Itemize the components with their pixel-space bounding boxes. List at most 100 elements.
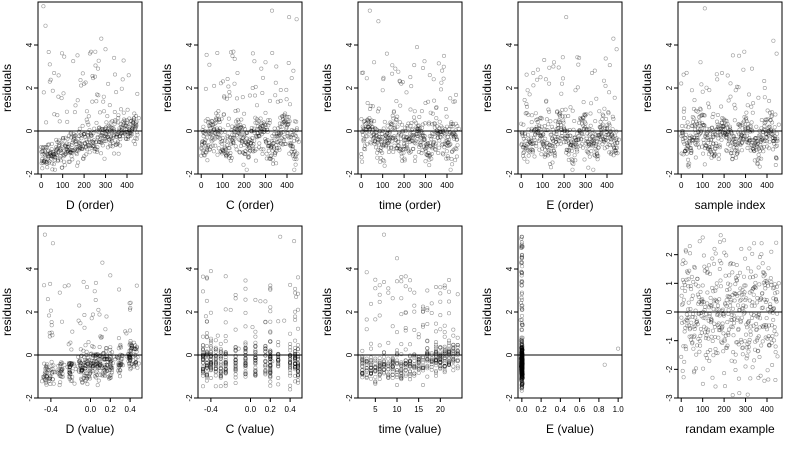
data-point	[556, 65, 561, 70]
data-point	[86, 143, 91, 148]
data-point	[64, 109, 69, 114]
data-point	[715, 303, 720, 308]
data-point	[289, 141, 294, 146]
data-point	[93, 280, 98, 285]
data-point	[442, 285, 447, 290]
data-point	[394, 99, 399, 104]
data-point	[97, 125, 102, 130]
data-point	[698, 107, 703, 112]
data-point	[295, 380, 300, 385]
data-point	[689, 297, 694, 302]
data-point	[130, 125, 135, 130]
data-point	[125, 124, 130, 129]
data-point	[399, 274, 404, 279]
data-point	[288, 373, 293, 378]
data-point	[118, 137, 123, 142]
data-point	[277, 121, 282, 126]
data-point	[703, 304, 708, 309]
data-point	[251, 149, 256, 154]
data-point	[133, 126, 138, 131]
data-point	[208, 375, 213, 380]
data-point	[100, 260, 105, 265]
data-point	[270, 359, 275, 364]
data-point	[376, 147, 381, 152]
data-point	[286, 131, 291, 136]
data-point	[572, 119, 577, 124]
data-point	[102, 109, 107, 114]
x-axis-label: E (value)	[546, 422, 594, 436]
data-point	[364, 129, 369, 134]
x-tick-label: 0.4	[125, 405, 137, 414]
data-point	[278, 141, 283, 146]
data-point	[366, 125, 371, 130]
data-point	[773, 350, 778, 355]
data-point	[218, 149, 223, 154]
data-point	[72, 381, 77, 386]
y-tick-label: -2	[25, 170, 34, 178]
data-point	[216, 109, 221, 114]
data-point	[294, 126, 299, 131]
data-point	[265, 138, 270, 143]
data-point	[269, 153, 274, 158]
data-point	[728, 303, 733, 308]
data-point	[44, 160, 49, 165]
data-point	[43, 156, 48, 161]
data-point	[136, 116, 141, 121]
data-point	[75, 53, 80, 58]
data-point	[241, 151, 246, 156]
data-point	[120, 125, 125, 130]
y-tick-label: 2	[345, 309, 354, 314]
data-point	[285, 134, 290, 139]
data-point	[369, 141, 374, 146]
data-point	[272, 132, 277, 137]
data-point	[773, 344, 778, 349]
data-point	[224, 96, 229, 101]
data-point	[88, 132, 93, 137]
data-point	[757, 282, 762, 287]
data-point	[276, 382, 281, 387]
data-point	[203, 118, 208, 123]
x-tick-label: 400	[280, 181, 294, 190]
y-tick-label: 2	[25, 309, 34, 314]
data-point	[363, 122, 368, 127]
data-point	[269, 144, 274, 149]
data-point	[134, 122, 139, 127]
data-point	[229, 50, 234, 55]
data-point	[41, 159, 46, 164]
data-point	[50, 152, 55, 157]
data-point	[128, 128, 133, 133]
data-point	[41, 159, 46, 164]
data-point	[437, 119, 442, 124]
data-point	[372, 60, 377, 65]
data-point	[227, 93, 232, 98]
data-point	[228, 158, 233, 163]
data-point	[436, 61, 441, 66]
data-point	[359, 155, 364, 160]
data-point	[756, 375, 761, 380]
data-point	[81, 144, 86, 149]
data-point	[201, 334, 206, 339]
data-point	[391, 149, 396, 154]
data-point	[239, 132, 244, 137]
data-point	[568, 105, 573, 110]
data-point	[769, 249, 774, 254]
data-point	[543, 77, 548, 82]
data-point	[267, 156, 272, 161]
data-point	[50, 153, 55, 158]
data-point	[220, 79, 225, 84]
data-point	[267, 120, 272, 125]
data-point	[90, 99, 95, 104]
data-point	[230, 124, 235, 129]
data-point	[125, 130, 130, 135]
data-point	[587, 154, 592, 159]
data-point	[98, 137, 103, 142]
data-point	[119, 107, 124, 112]
data-point	[62, 163, 67, 168]
y-tick-label: 0	[505, 128, 514, 133]
data-point	[250, 51, 255, 56]
data-point	[730, 270, 735, 275]
data-point	[45, 165, 50, 170]
y-tick-label: 4	[505, 266, 514, 271]
data-point	[390, 71, 395, 76]
data-point	[379, 145, 384, 150]
